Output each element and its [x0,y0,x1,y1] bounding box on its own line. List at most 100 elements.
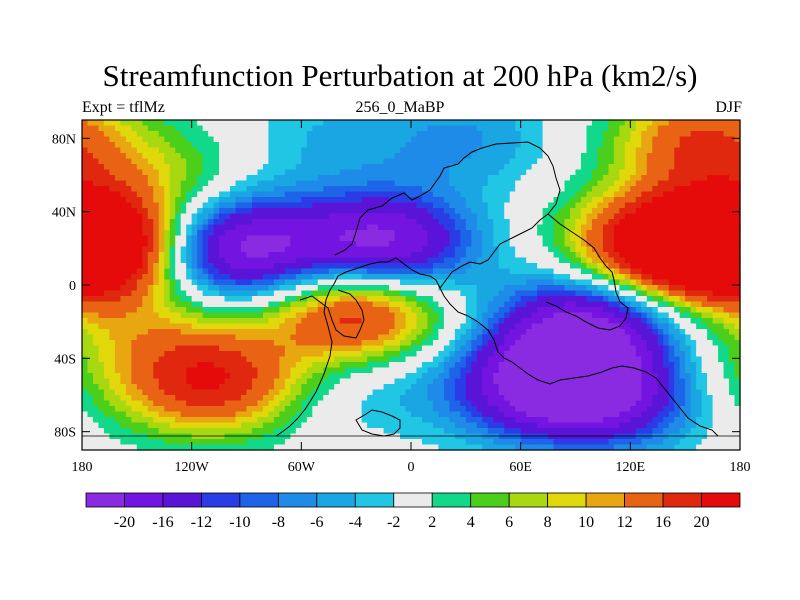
field-cell [405,329,412,336]
field-cell [597,274,604,281]
field-cell [251,334,259,341]
field-cell [383,334,390,341]
field-cell [367,252,374,259]
field-cell [542,142,549,149]
field-cell [630,202,637,209]
field-cell [482,142,489,149]
field-cell [613,224,620,231]
field-cell [685,158,692,165]
field-cell [421,153,429,160]
field-cell [476,340,483,347]
field-cell [542,290,549,297]
field-cell [175,290,182,297]
field-cell [674,153,681,160]
field-cell [619,301,626,308]
field-cell [334,120,341,127]
field-cell [526,136,533,143]
field-cell [690,340,697,347]
field-cell [421,131,429,138]
field-cell [635,197,642,204]
field-cell [230,235,237,242]
field-cell [378,268,385,275]
field-cell [120,312,127,319]
field-cell [559,136,566,143]
field-cell [219,197,226,204]
field-cell [394,175,401,182]
field-cell [454,224,461,231]
field-cell [712,329,719,336]
field-cell [350,318,357,325]
field-cell [125,290,132,297]
field-cell [657,318,664,325]
field-cell [690,252,697,259]
field-cell [602,197,609,204]
field-cell [219,147,226,154]
field-cell [350,175,357,182]
field-cell [509,340,516,347]
field-cell [350,296,357,303]
field-cell [635,279,642,286]
field-cell [114,197,121,204]
field-cell [504,296,511,303]
field-cell [509,158,516,165]
field-cell [591,252,599,259]
field-cell [454,345,461,352]
field-cell [251,257,259,264]
field-cell [624,252,631,259]
field-cell [427,296,434,303]
field-cell [411,131,418,138]
field-cell [734,158,741,165]
field-cell [663,213,670,220]
field-cell [257,208,264,215]
field-cell [268,219,275,226]
field-cell [356,142,363,149]
field-cell [103,197,111,204]
field-cell [405,230,412,237]
field-cell [191,263,198,270]
field-cell [542,252,549,259]
field-cell [613,186,620,193]
field-cell [317,213,324,220]
field-cell [92,180,100,187]
field-cell [679,180,686,187]
field-cell [657,274,664,281]
field-cell [306,153,313,160]
field-cell [438,230,445,237]
field-cell [208,307,215,314]
field-cell [537,241,544,248]
field-cell [230,290,237,297]
field-cell [136,263,143,270]
field-cell [191,296,198,303]
field-cell [257,329,264,336]
field-cell [531,136,538,143]
field-cell [175,164,182,171]
field-cell [597,290,604,297]
field-cell [570,263,577,270]
field-cell [284,153,291,160]
field-cell [586,202,593,209]
field-cell [262,323,270,330]
field-cell [635,257,642,264]
field-cell [241,197,248,204]
field-cell [268,312,275,319]
field-cell [690,241,697,248]
field-cell [186,246,193,253]
field-cell [251,120,259,127]
field-cell [663,153,670,160]
field-cell [553,334,560,341]
field-cell [405,208,412,215]
field-cell [334,334,341,341]
field-cell [591,147,599,154]
field-cell [668,252,675,259]
field-cell [454,274,461,281]
field-cell [559,268,566,275]
field-cell [668,180,675,187]
field-cell [131,191,138,198]
field-cell [482,290,489,297]
field-cell [608,307,615,314]
field-cell [690,268,697,275]
field-cell [597,334,604,341]
field-cell [175,301,182,308]
field-cell [208,125,215,132]
field-cell [515,252,522,259]
